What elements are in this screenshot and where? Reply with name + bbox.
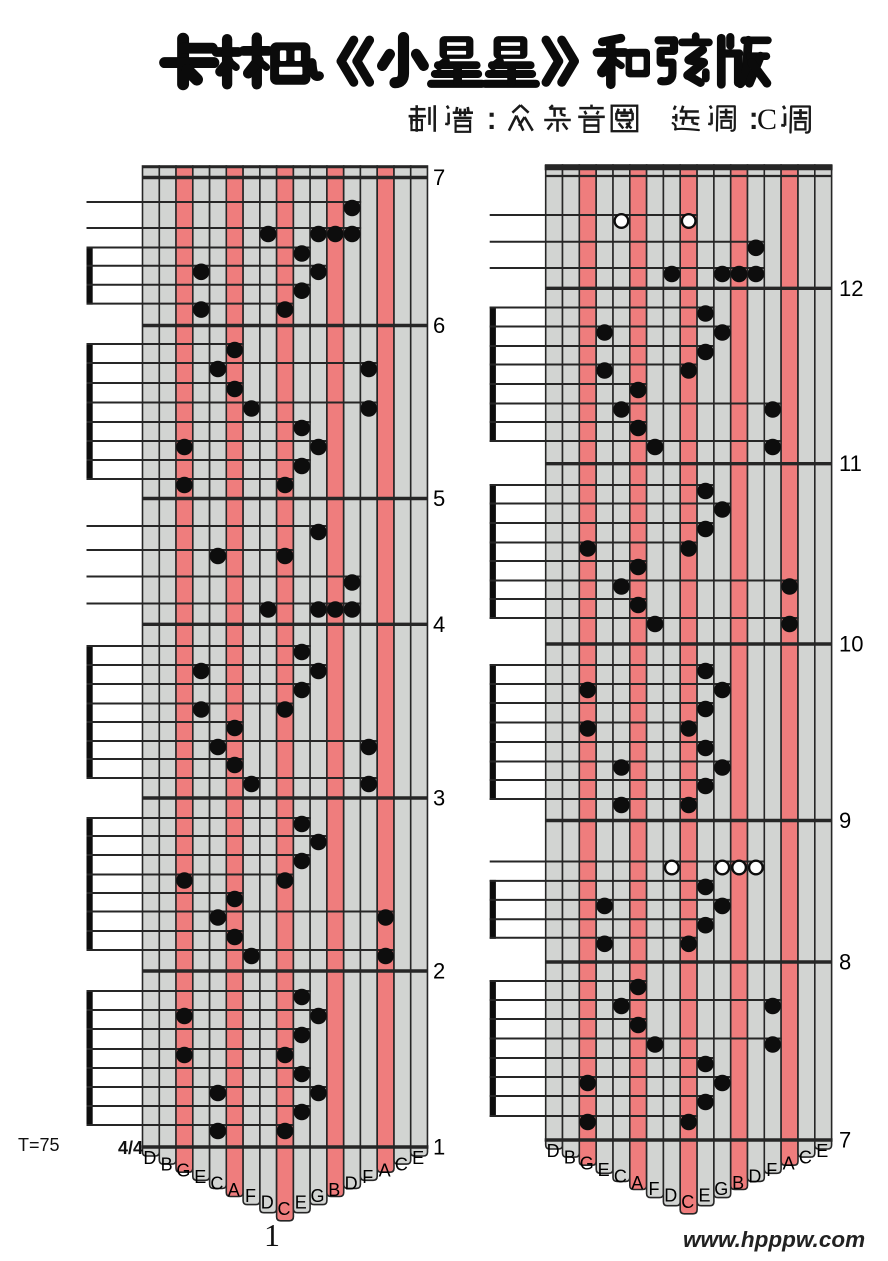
svg-text:G: G [176, 1161, 190, 1181]
svg-text:9: 9 [839, 808, 851, 833]
svg-text:D: D [143, 1148, 156, 1168]
svg-text:D: D [664, 1186, 677, 1206]
svg-text:E: E [412, 1148, 424, 1168]
svg-text:E: E [194, 1167, 206, 1187]
svg-text:F: F [245, 1186, 256, 1206]
svg-text:1: 1 [264, 1217, 280, 1253]
svg-text:A: A [228, 1180, 240, 1200]
svg-text:C: C [757, 103, 777, 136]
svg-text:C: C [395, 1154, 408, 1174]
svg-text:G: G [580, 1154, 594, 1174]
svg-text:C: C [681, 1192, 694, 1212]
svg-text:12: 12 [839, 276, 863, 301]
svg-text:F: F [649, 1179, 660, 1199]
svg-text:F: F [766, 1160, 777, 1180]
svg-text:2: 2 [433, 959, 445, 984]
svg-text:C: C [210, 1173, 223, 1193]
svg-text:B: B [732, 1173, 744, 1193]
svg-text:5: 5 [433, 486, 445, 511]
svg-text:A: A [783, 1154, 795, 1174]
svg-text:A: A [631, 1173, 643, 1193]
svg-text:B: B [161, 1154, 173, 1174]
svg-text:www.hpppw.com: www.hpppw.com [683, 1227, 865, 1252]
svg-text:7: 7 [839, 1128, 851, 1153]
svg-text:E: E [598, 1160, 610, 1180]
svg-text:6: 6 [433, 313, 445, 338]
svg-text:G: G [714, 1179, 728, 1199]
svg-text:E: E [698, 1186, 710, 1206]
svg-text:B: B [328, 1180, 340, 1200]
svg-text:B: B [564, 1147, 576, 1167]
svg-text:G: G [310, 1186, 324, 1206]
svg-text:10: 10 [839, 632, 863, 657]
svg-text:E: E [816, 1141, 828, 1161]
svg-text:E: E [295, 1193, 307, 1213]
svg-text:D: D [345, 1173, 358, 1193]
svg-text:D: D [748, 1166, 761, 1186]
svg-text:8: 8 [839, 950, 851, 975]
svg-text:7: 7 [433, 165, 445, 190]
svg-text:C: C [799, 1147, 812, 1167]
svg-text:T=75: T=75 [18, 1135, 60, 1155]
svg-text:D: D [261, 1193, 274, 1213]
svg-text:11: 11 [839, 451, 862, 476]
svg-text:4/4: 4/4 [118, 1138, 143, 1158]
svg-text:C: C [614, 1166, 627, 1186]
svg-text:1: 1 [433, 1135, 445, 1160]
svg-text:A: A [379, 1161, 391, 1181]
svg-text:C: C [278, 1199, 291, 1219]
svg-text:F: F [362, 1167, 373, 1187]
svg-text:4: 4 [433, 612, 445, 637]
svg-text:D: D [547, 1141, 560, 1161]
svg-text:3: 3 [433, 786, 445, 811]
